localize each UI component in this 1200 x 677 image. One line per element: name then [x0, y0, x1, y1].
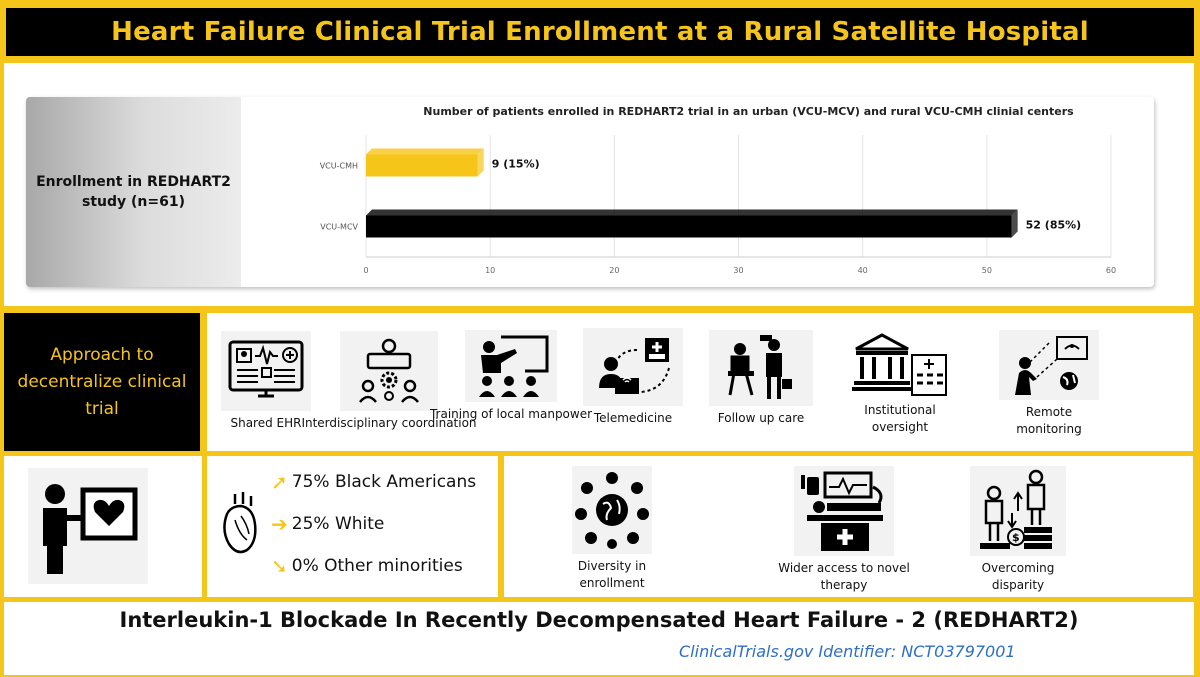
- approach-item-training: Training of local manpower: [430, 330, 592, 423]
- chart-panel: Enrollment in REDHART2 study (n=61) Numb…: [4, 63, 1194, 306]
- x-tick-label: 30: [733, 266, 743, 275]
- bar-side-face: [477, 148, 484, 177]
- approach-heading: Approach to decentralize clinical trial: [17, 344, 187, 419]
- demographic-line: ➚ 75% Black Americans: [271, 470, 476, 494]
- remote-monitoring-icon: [999, 330, 1099, 400]
- arrow-right-icon: ➔: [271, 512, 288, 536]
- enrollment-label: Enrollment in REDHART2 study (n=61): [36, 174, 231, 210]
- approach-item-remote-monitoring: Remote monitoring: [993, 330, 1105, 438]
- arrow-down-icon: ➘: [271, 554, 288, 578]
- approach-label: Remote monitoring: [1016, 405, 1082, 436]
- bar: [366, 215, 1012, 238]
- approach-label: Shared EHR: [230, 416, 302, 430]
- team-gear-icon: [340, 331, 438, 411]
- diversity-globe-icon: [572, 466, 652, 554]
- category-label: VCU-MCV: [320, 223, 358, 232]
- x-tick-label: 10: [485, 266, 495, 275]
- training-board-icon: [465, 330, 557, 402]
- approach-heading-box: Approach to decentralize clinical trial: [4, 313, 200, 451]
- approach-panel: Shared EHR Interdisciplinary coordinatio…: [207, 313, 1193, 451]
- title-bar: Heart Failure Clinical Trial Enrollment …: [4, 6, 1196, 58]
- approach-item-oversight: Institutional oversight: [845, 330, 955, 436]
- demographics-panel: ➚ 75% Black Americans ➔ 25% White ➘ 0% Othe…: [207, 456, 498, 597]
- approach-item-coordination: Interdisciplinary coordination: [301, 331, 477, 432]
- trial-identifier-link[interactable]: ClinicalTrials.gov Identifier: NCT037970…: [679, 642, 1016, 661]
- benefit-label: Wider access to novel therapy: [778, 561, 910, 592]
- data-label: 52 (85%): [1026, 219, 1082, 232]
- approach-label: Institutional oversight: [864, 403, 936, 434]
- approach-label: Interdisciplinary coordination: [301, 416, 477, 430]
- x-tick-label: 0: [363, 266, 368, 275]
- chart-card: Enrollment in REDHART2 study (n=61) Numb…: [26, 97, 1154, 287]
- page-title: Heart Failure Clinical Trial Enrollment …: [111, 17, 1089, 47]
- benefit-access: Wider access to novel therapy: [774, 466, 914, 594]
- benefit-label: Diversity in enrollment: [577, 559, 647, 590]
- heart-display-panel: [4, 456, 202, 597]
- x-tick-label: 50: [982, 266, 992, 275]
- x-tick-label: 40: [858, 266, 868, 275]
- approach-label: Telemedicine: [593, 411, 673, 425]
- telemedicine-icon: [583, 328, 683, 406]
- heart-display-icon: [28, 468, 148, 584]
- disparity-icon: $: [970, 466, 1066, 556]
- arrow-up-icon: ➚: [271, 470, 288, 494]
- benefit-disparity: $ Overcoming disparity: [966, 466, 1070, 594]
- bar-side-face: [1011, 209, 1018, 238]
- hospital-bed-icon: [794, 466, 894, 556]
- data-label: 9 (15%): [492, 158, 540, 171]
- x-tick-label: 60: [1106, 266, 1116, 275]
- demographic-line: ➔ 25% White: [271, 512, 384, 536]
- benefit-label: Overcoming disparity: [981, 561, 1055, 592]
- bar-top-face: [366, 209, 1018, 216]
- enrollment-box: Enrollment in REDHART2 study (n=61): [26, 97, 241, 287]
- svg-text:$: $: [1012, 531, 1020, 544]
- approach-label: Training of local manpower: [429, 407, 593, 421]
- bar-chart: Number of patients enrolled in REDHART2 …: [320, 105, 1116, 275]
- institution-icon: [845, 330, 955, 398]
- approach-item-telemedicine: Telemedicine: [583, 328, 683, 427]
- doctor-patient-icon: [709, 330, 813, 406]
- approach-item-shared-ehr: Shared EHR: [221, 331, 311, 432]
- demographic-text: 0% Other minorities: [291, 556, 463, 576]
- benefit-diversity: Diversity in enrollment: [562, 466, 662, 592]
- bar: [366, 154, 478, 177]
- x-tick-label: 20: [609, 266, 619, 275]
- ehr-monitor-icon: [221, 331, 311, 411]
- anatomical-heart-icon: [219, 490, 261, 561]
- demographic-line: ➘ 0% Other minorities: [271, 554, 463, 578]
- approach-label: Follow up care: [717, 411, 805, 425]
- approach-item-follow-up: Follow up care: [709, 330, 813, 427]
- bar-top-face: [366, 148, 484, 155]
- footer: Interleukin-1 Blockade In Recently Decom…: [4, 602, 1194, 675]
- trial-name: Interleukin-1 Blockade In Recently Decom…: [119, 608, 1079, 632]
- benefits-panel: Diversity in enrollment Wider access to …: [504, 456, 1193, 597]
- demographic-text: 25% White: [291, 514, 385, 534]
- chart-title: Number of patients enrolled in REDHART2 …: [423, 105, 1074, 118]
- demographic-text: 75% Black Americans: [291, 472, 477, 492]
- category-label: VCU-CMH: [320, 162, 358, 171]
